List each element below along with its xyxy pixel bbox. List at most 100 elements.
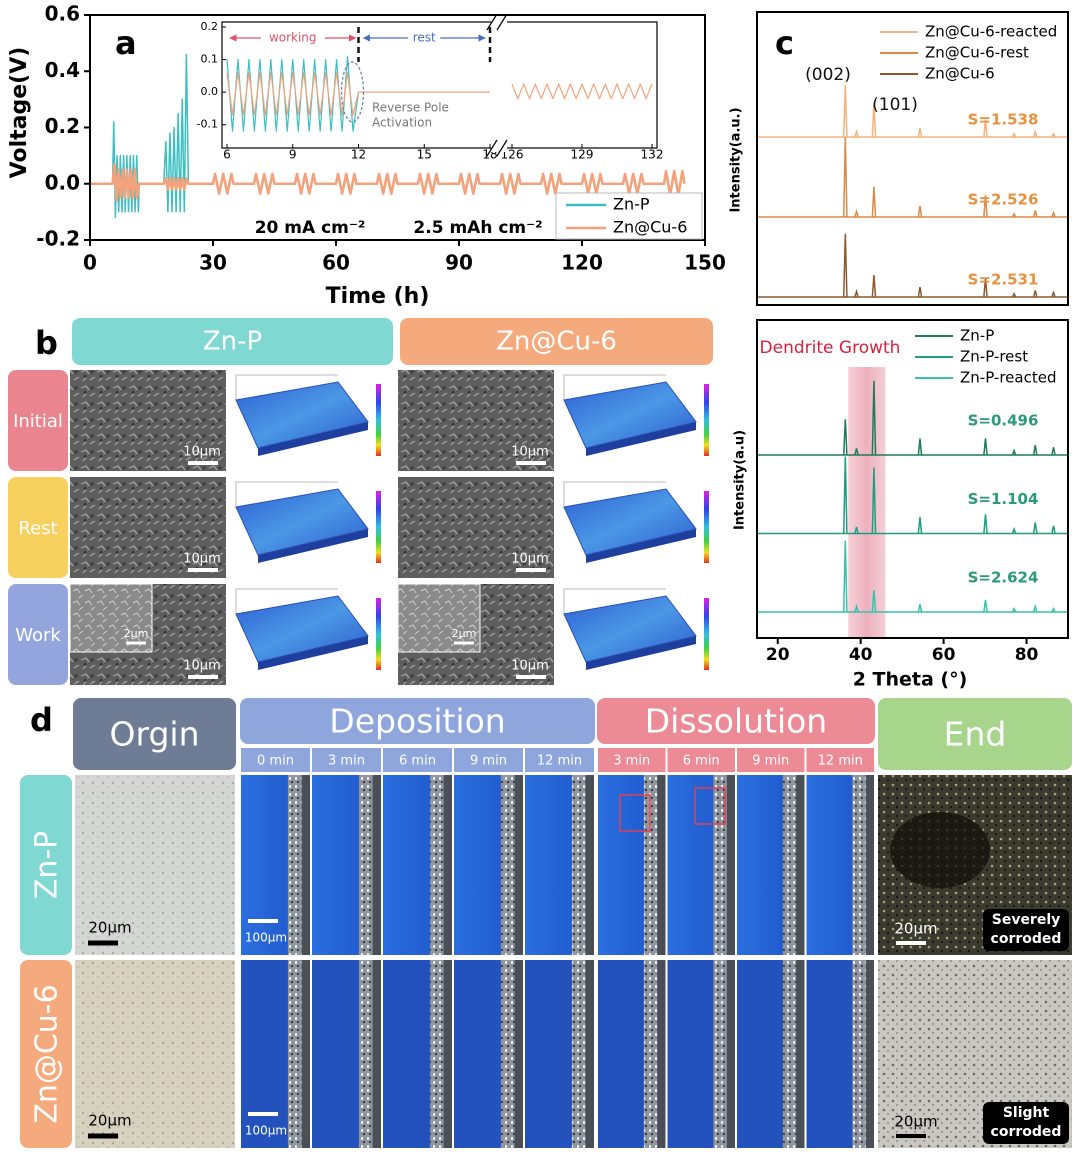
ratio-label: S=1.538 (968, 111, 1039, 129)
electrode-body (796, 775, 805, 955)
diffraction-peak (854, 128, 859, 138)
annotation: (101) (872, 95, 918, 115)
colorbar (704, 491, 709, 563)
electrode-edge (713, 960, 727, 1148)
break-mark (486, 139, 498, 157)
y-axis-label: Intensity(a.u.) (729, 107, 744, 212)
electrode-edge (852, 775, 866, 955)
diffraction-peak (871, 589, 877, 613)
electrode-body (514, 960, 523, 1148)
x-tick-label: 40 (849, 645, 873, 665)
inset-y-tick-label: 0.1 (201, 53, 219, 66)
column-header-label: Zn@Cu-6 (496, 327, 617, 357)
stage-header-label: End (944, 715, 1007, 754)
highlight-band (848, 367, 886, 638)
y-tick-label: 0.6 (45, 2, 80, 26)
surface-side (258, 636, 368, 670)
electrode-edge (358, 960, 373, 1148)
diffraction-peak (842, 137, 848, 218)
x-tick-label: 150 (684, 251, 726, 275)
scale-bar-label: 10μm (183, 552, 220, 567)
diffraction-peak (917, 128, 923, 138)
electrode-body (726, 960, 735, 1148)
row-header-label: Zn-P (30, 831, 65, 899)
region-marker (619, 794, 651, 832)
axes-frame (756, 11, 1069, 306)
diffraction-peak (871, 186, 877, 218)
scale-bar-label: 10μm (511, 445, 548, 460)
x-tick-label: 60 (932, 645, 956, 665)
time-header-label: 12 min (818, 754, 863, 769)
electrode-body (585, 775, 594, 955)
scale-bar-label: 2μm (452, 627, 477, 640)
sem-image (70, 370, 226, 471)
scale-bar-label: 100μm (245, 1124, 287, 1138)
label-bg (408, 31, 441, 45)
time-header-label: 3 min (328, 754, 365, 769)
diffraction-peak (1032, 603, 1038, 613)
electrode-body (726, 775, 735, 955)
surface-side (258, 529, 368, 563)
x-axis-label: 2 Theta (°) (853, 669, 968, 691)
legend-label: Zn@Cu-6-rest (925, 44, 1029, 62)
ratio-label: S=1.104 (968, 490, 1039, 508)
diffraction-peak (983, 438, 988, 456)
panel-letter: a (115, 24, 137, 62)
diffraction-peak (854, 448, 859, 456)
time-header-label: 6 min (399, 754, 436, 769)
electrode-body (301, 775, 310, 955)
panel-letter: b (35, 324, 58, 362)
inset-x-tick-label: 129 (571, 148, 594, 162)
diffraction-peak (983, 278, 988, 298)
colorbar (704, 384, 709, 456)
colorbar (376, 598, 381, 670)
diffraction-peak (917, 286, 923, 298)
electrode-edge (713, 775, 727, 955)
diffraction-peak (917, 205, 923, 218)
diffraction-peak (871, 274, 877, 298)
series-line (226, 55, 360, 132)
electrode-body (443, 775, 452, 955)
electrode-body (865, 960, 874, 1148)
sem-inset (69, 583, 153, 653)
surface-plot (563, 488, 697, 556)
time-header-label: 12 min (537, 754, 582, 769)
break-mark (486, 13, 498, 31)
electrode-edge (500, 775, 515, 955)
diffraction-peak (842, 84, 848, 138)
row-header-label: Work (15, 625, 61, 646)
row-header (8, 370, 68, 471)
row-header-label: Rest (18, 518, 57, 539)
note-text: corroded (991, 931, 1062, 947)
inset-x-tick-label: 9 (289, 148, 297, 162)
y-axis-label: Intensity(a.u) (733, 430, 748, 530)
colorbar (376, 384, 381, 456)
row-header-label: Zn@Cu-6 (30, 984, 65, 1123)
electrode-edge (782, 960, 797, 1148)
note-text: Slight (1003, 1105, 1050, 1121)
legend-label: Zn@Cu-6 (925, 65, 995, 83)
origin-image (75, 775, 235, 955)
y-tick-label: 0.0 (45, 170, 80, 194)
inset-y-tick-label: 0.2 (201, 20, 219, 33)
electrode-edge (643, 775, 658, 955)
diffraction-peak (983, 599, 988, 613)
diffraction-peak (917, 516, 923, 534)
time-header (667, 748, 735, 772)
diffraction-peak (842, 540, 848, 613)
surface-plot (235, 595, 369, 663)
row-header (20, 960, 72, 1148)
diffraction-peak (983, 119, 988, 138)
diffraction-peak (1011, 291, 1017, 298)
stage-header-label: Dissolution (645, 702, 827, 741)
electrode-edge (852, 960, 866, 1148)
annotation: (002) (805, 65, 851, 85)
electrode-edge (500, 960, 515, 1148)
note-text: Severely (992, 912, 1061, 928)
inset-annotation: Activation (372, 116, 432, 130)
diffraction-peak (842, 233, 848, 298)
diffraction-peak (1051, 447, 1056, 456)
scale-bar-label: 20μm (88, 1112, 131, 1130)
scale-bar-label: 10μm (183, 445, 220, 460)
